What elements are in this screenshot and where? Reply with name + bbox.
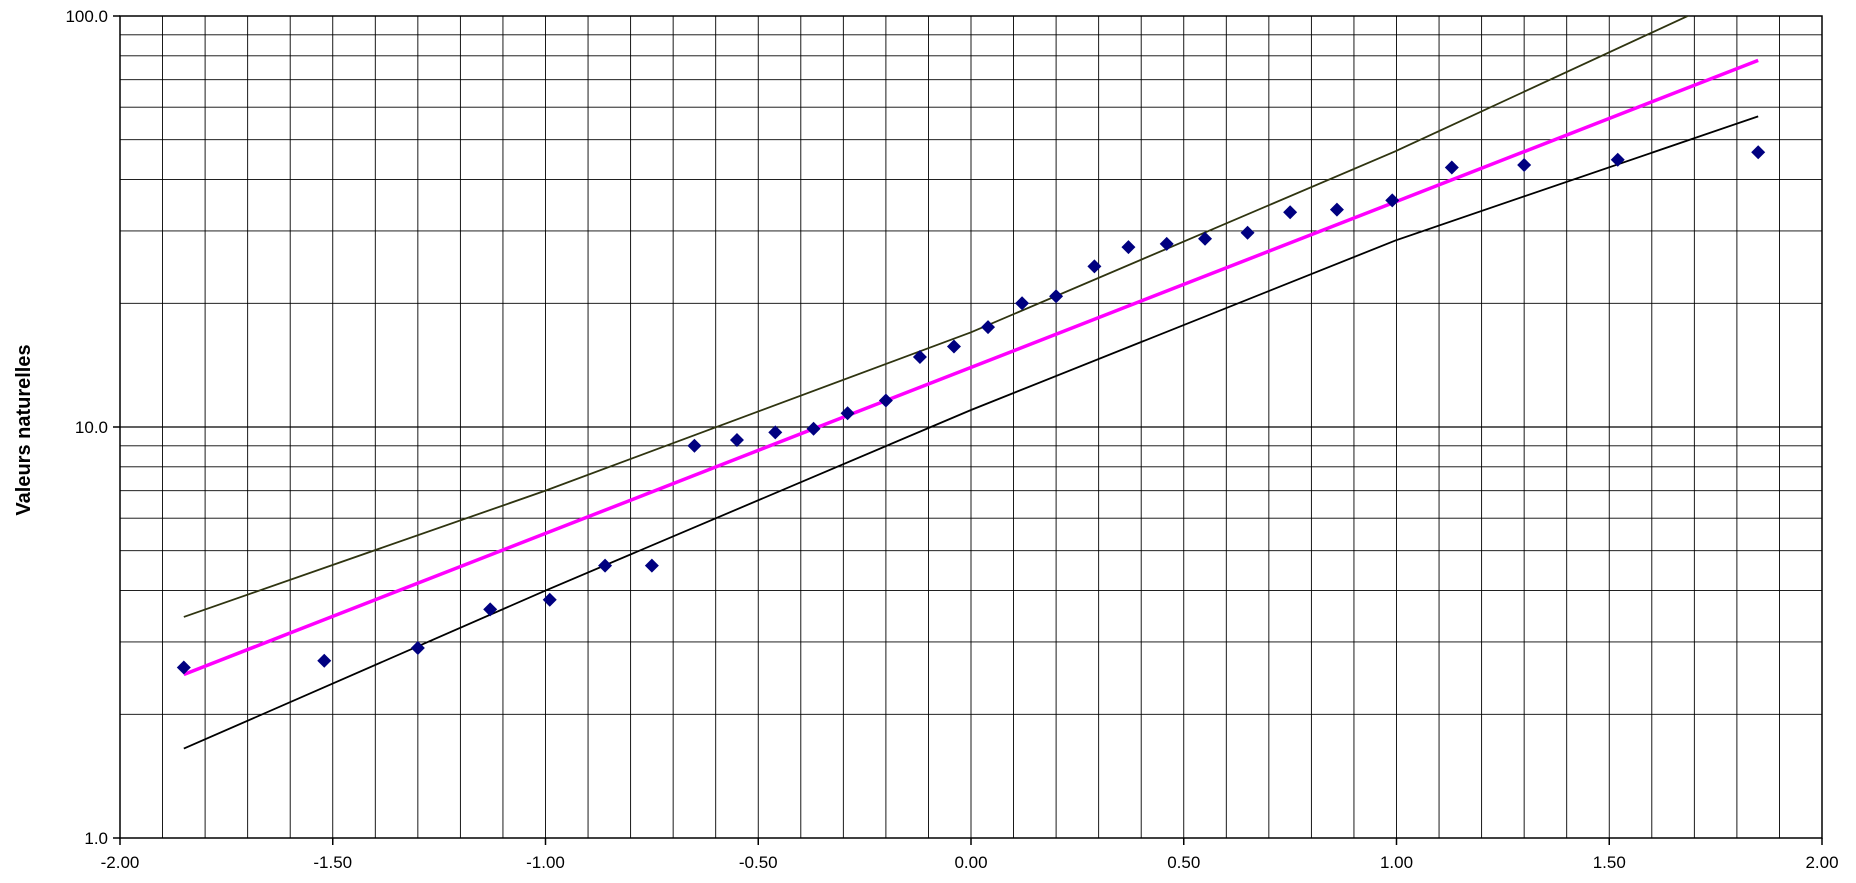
x-tick-label: -2.00 bbox=[101, 853, 140, 872]
data-point bbox=[1517, 157, 1532, 172]
data-point bbox=[878, 393, 893, 408]
series-line-2 bbox=[183, 16, 1690, 618]
x-tick-label: 1.00 bbox=[1380, 853, 1413, 872]
data-point bbox=[1444, 160, 1459, 175]
data-point bbox=[176, 660, 191, 675]
series-lines bbox=[183, 16, 1759, 750]
data-point bbox=[1159, 236, 1174, 251]
series-line-1 bbox=[183, 58, 1759, 677]
data-point bbox=[1049, 289, 1064, 304]
data-point bbox=[1610, 152, 1625, 167]
data-point bbox=[598, 558, 613, 573]
data-point bbox=[410, 640, 425, 655]
x-tick-label: 2.00 bbox=[1805, 853, 1838, 872]
series-points bbox=[176, 145, 1766, 675]
x-tick-label: -0.50 bbox=[739, 853, 778, 872]
x-tick-label: -1.50 bbox=[313, 853, 352, 872]
y-tick-labels: 1.0 10.0 100.0 bbox=[65, 7, 108, 848]
data-point bbox=[840, 406, 855, 421]
data-point bbox=[1283, 205, 1298, 220]
data-point bbox=[946, 339, 961, 354]
x-tick-labels: -2.00 -1.50 -1.00 -0.50 0.00 0.50 1.00 1.50 2.00 bbox=[101, 853, 1839, 872]
y-tick-marks bbox=[113, 15, 120, 839]
x-tick-label: 1.50 bbox=[1593, 853, 1626, 872]
data-point bbox=[1015, 296, 1030, 311]
data-point bbox=[1385, 193, 1400, 208]
x-tick-label: -1.00 bbox=[526, 853, 565, 872]
data-point bbox=[912, 350, 927, 365]
data-point bbox=[644, 558, 659, 573]
data-point bbox=[1329, 202, 1344, 217]
data-point bbox=[1751, 145, 1766, 160]
y-tick-label: 100.0 bbox=[65, 7, 108, 26]
y-axis-label: Valeurs naturelles bbox=[13, 344, 35, 515]
data-point bbox=[687, 438, 702, 453]
data-point bbox=[317, 653, 332, 668]
grid bbox=[120, 16, 1822, 838]
data-point bbox=[542, 592, 557, 607]
y-tick-label: 1.0 bbox=[84, 829, 108, 848]
data-point bbox=[768, 425, 783, 440]
x-tick-marks bbox=[119, 838, 1823, 845]
data-point bbox=[1087, 259, 1102, 274]
data-point bbox=[806, 421, 821, 436]
data-point bbox=[483, 602, 498, 617]
x-tick-label: 0.50 bbox=[1167, 853, 1200, 872]
data-point bbox=[1198, 231, 1213, 246]
series-line-3 bbox=[183, 115, 1759, 750]
data-point bbox=[729, 432, 744, 447]
data-point bbox=[1240, 225, 1255, 240]
data-point bbox=[1121, 240, 1136, 255]
data-point bbox=[981, 320, 996, 335]
y-tick-label: 10.0 bbox=[75, 418, 108, 437]
x-tick-label: 0.00 bbox=[954, 853, 987, 872]
